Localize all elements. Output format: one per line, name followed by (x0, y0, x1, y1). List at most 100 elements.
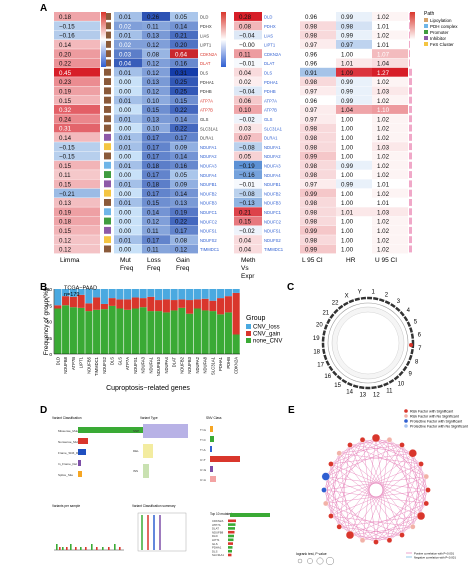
cell-l95-value: 0.98 (305, 144, 318, 151)
x-tick-label: NDUFA1 (148, 356, 153, 373)
x-tick-label: DLAT (172, 357, 177, 368)
bar-CNV_gain (201, 298, 209, 311)
cell-hr-value: 0.99 (341, 98, 354, 105)
bar-CNV_loss (232, 289, 240, 293)
limma-scale (101, 12, 106, 67)
correlation-edge (375, 503, 427, 543)
cell-meth (234, 207, 262, 217)
cell-limma-value: 0.24 (59, 116, 72, 123)
cell-mut-value: 0.01 (119, 163, 132, 170)
bar-CNV_loss (217, 289, 225, 299)
correlation-edge (401, 444, 427, 504)
cell-limma-value: 0.31 (59, 126, 72, 133)
gene-label-right: GLS (264, 117, 273, 122)
cell-meth-value: 0.15 (239, 219, 252, 226)
gene-label-right: NDUFS1 (264, 229, 281, 234)
path-strip (104, 31, 111, 39)
chromosome-label-2: 2 (385, 292, 389, 298)
top-gene-label: CDKN2A (212, 519, 223, 523)
cell-mut (114, 235, 142, 245)
correlation-edge (362, 439, 422, 465)
gene-label-right: DLAT (264, 61, 275, 66)
vc-row-label: Frame_Shift_Del (58, 451, 81, 455)
cell-mut (114, 86, 142, 96)
cell-hr-value: 1.00 (341, 219, 354, 226)
cell-hr-value: 1.01 (341, 209, 354, 216)
correlation-edge (389, 439, 429, 491)
cell-mut (114, 170, 142, 179)
cell-hr-value: 1.00 (341, 200, 354, 207)
cell-hr-value: 0.99 (341, 79, 354, 86)
cell-u95-value: 1.03 (377, 209, 390, 216)
panel-c-letter: C (287, 282, 295, 293)
cell-meth (234, 58, 262, 68)
snv-bar (210, 466, 213, 472)
bar-none_CNV (69, 307, 77, 354)
gene-label-right: NDUFC2 (264, 219, 282, 224)
vps-header: Variants per sample (52, 504, 80, 508)
snv-row-label: T>C (200, 438, 207, 442)
vc-row-label: Missense_Mutation (58, 429, 84, 433)
top-gene-bar (228, 530, 235, 534)
cell-hr (336, 30, 372, 40)
bar-CNV_loss (108, 289, 116, 299)
cell-hr (336, 188, 372, 198)
vc-bar (78, 438, 88, 444)
x-tick-label: NDUFA4 (164, 356, 169, 373)
bar-CNV_loss (209, 289, 217, 301)
x-tick-label: NDUFB3 (187, 356, 192, 373)
path-strip (104, 143, 111, 151)
cell-hr-value: 1.01 (341, 61, 354, 68)
cell-meth (234, 160, 262, 170)
cell-mut-value: 0.02 (119, 23, 132, 30)
bar-none_CNV (232, 334, 240, 354)
col-label-meth: Expr (241, 273, 255, 280)
correlation-edge (330, 453, 340, 517)
vps-bar (80, 547, 82, 550)
cell-l95-value: 0.98 (305, 135, 318, 142)
cell-limma (54, 95, 100, 105)
cell-hr-value: 0.97 (341, 42, 354, 49)
cell-l95-value: 0.98 (305, 33, 318, 40)
cell-l95-value: 0.98 (305, 172, 318, 179)
gene-label: DLRA1 (200, 136, 214, 141)
cell-loss-value: 0.17 (147, 154, 160, 161)
x-tick-label: DLD (55, 357, 60, 365)
cell-l95-value: 0.97 (305, 42, 318, 49)
cell-hr (336, 225, 372, 235)
cell-loss-value: 0.14 (147, 209, 160, 216)
cell-loss (142, 114, 170, 124)
cell-limma-value: 0.13 (59, 200, 72, 207)
cell-l95-value: 0.96 (305, 98, 318, 105)
cell-meth-value: −0.13 (239, 200, 255, 207)
cell-loss (142, 95, 170, 105)
top-gene-label: PDHA1 (212, 546, 222, 550)
gene-label: PDHX (200, 24, 212, 29)
cell-meth-value: −0.08 (239, 191, 255, 198)
chromosome-label-10: 10 (398, 381, 405, 387)
cell-mut-value: 0.00 (119, 126, 132, 133)
x-tick-label: SLC31A1 (210, 356, 215, 375)
x-tick-label: TIMMDC1 (94, 356, 99, 376)
cell-u95-value: 1.27 (377, 70, 390, 77)
cell-gain (170, 77, 198, 86)
bar-CNV_gain (62, 296, 70, 306)
legend-title: Group (246, 315, 266, 322)
correlation-edge (323, 489, 363, 541)
cell-mut-value: 0.00 (119, 228, 132, 235)
vc-bar (78, 471, 82, 477)
path-strip (104, 189, 111, 197)
bar-CNV_gain (186, 300, 194, 314)
cell-loss-value: 0.13 (147, 79, 160, 86)
cell-limma-value: 0.23 (59, 79, 72, 86)
y-tick-label: 75 (47, 303, 53, 309)
gene-label-right: NDUFA3 (264, 164, 281, 169)
cell-l95 (300, 179, 336, 189)
correlation-edge (330, 463, 340, 527)
cell-limma-value: 0.18 (59, 14, 72, 21)
cell-mut (114, 21, 142, 31)
bar-CNV_loss (131, 289, 139, 298)
bar-CNV_gain (124, 299, 132, 310)
gene-node (399, 442, 405, 448)
